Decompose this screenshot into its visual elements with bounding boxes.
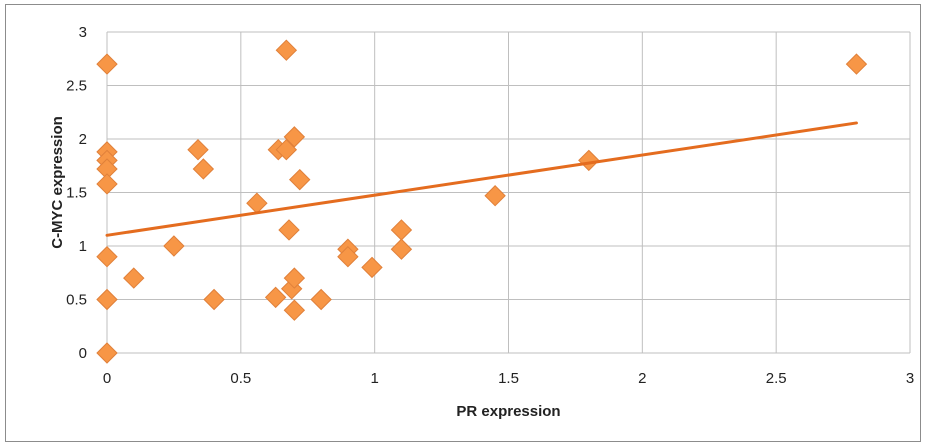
data-point xyxy=(283,299,306,321)
x-tick-label: 1.5 xyxy=(498,370,519,387)
data-point xyxy=(390,219,413,241)
y-tick-label: 1.5 xyxy=(66,185,87,202)
y-tick-label: 0 xyxy=(79,345,87,362)
data-point xyxy=(203,288,225,311)
data-point xyxy=(361,256,383,279)
data-point xyxy=(275,138,298,161)
x-tick-label: 2.5 xyxy=(766,370,787,387)
data-point xyxy=(123,267,145,289)
data-point xyxy=(484,185,506,207)
data-point xyxy=(578,149,600,172)
x-axis-title: PR expression xyxy=(456,403,560,420)
data-point xyxy=(845,53,868,75)
chart-frame xyxy=(5,4,921,442)
x-tick-label: 0 xyxy=(103,370,111,387)
data-point xyxy=(264,286,287,309)
data-point xyxy=(310,288,332,311)
data-point xyxy=(246,192,268,214)
y-tick-label: 2.5 xyxy=(66,78,87,95)
trendline xyxy=(105,121,858,237)
data-point xyxy=(278,219,300,241)
x-tick-labels: 0 0.5 1 1.5 2 2.5 3 xyxy=(103,370,914,387)
data-point xyxy=(96,245,118,268)
x-tick-label: 2 xyxy=(638,370,646,387)
data-points xyxy=(96,39,868,364)
data-point xyxy=(163,235,185,257)
data-point xyxy=(96,342,118,364)
data-point xyxy=(192,158,215,180)
x-tick-label: 1 xyxy=(370,370,378,387)
y-tick-label: 1 xyxy=(79,238,87,255)
data-point xyxy=(187,138,209,161)
gridlines xyxy=(106,31,911,354)
x-tick-label: 3 xyxy=(906,370,914,387)
data-point xyxy=(96,53,118,75)
data-point xyxy=(390,238,413,260)
data-point xyxy=(337,245,359,268)
data-point xyxy=(275,39,298,61)
data-point xyxy=(96,173,118,195)
data-point xyxy=(289,168,311,191)
y-tick-label: 2 xyxy=(79,131,87,148)
data-point xyxy=(283,126,306,148)
y-tick-labels: 0 0.5 1 1.5 2 2.5 3 xyxy=(66,24,87,362)
y-axis-title: C-MYC expression xyxy=(49,116,66,249)
trendline-group xyxy=(105,121,858,237)
x-tick-label: 0.5 xyxy=(230,370,251,387)
data-point xyxy=(283,267,306,289)
data-point xyxy=(96,288,118,311)
y-tick-label: 0.5 xyxy=(66,292,87,309)
y-tick-label: 3 xyxy=(79,24,87,41)
